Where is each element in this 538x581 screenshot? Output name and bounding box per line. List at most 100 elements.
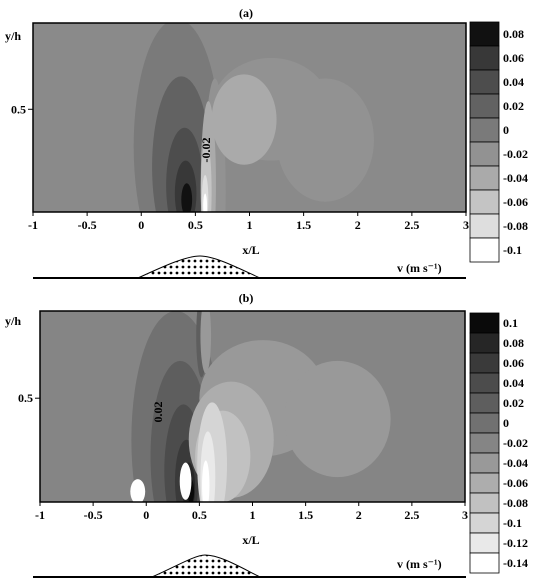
panel-b-x-tick-label: 1.5 bbox=[298, 508, 313, 522]
panel-b-colorbar-swatch bbox=[469, 492, 500, 514]
panel-a-x-tick-label: 0 bbox=[138, 218, 144, 232]
panel-b-x-tick-label: 2 bbox=[356, 508, 362, 522]
panel-b-colorbar-label: -0.08 bbox=[503, 496, 528, 510]
panel-b-colorbar-label: -0.02 bbox=[503, 436, 528, 450]
panel-a-x-tick-label: -1 bbox=[28, 218, 38, 232]
panel-b-colorbar-label: -0.04 bbox=[503, 456, 528, 470]
panel-a-y-tick-label: 0.5 bbox=[11, 102, 26, 116]
panel-a-colorbar-swatch bbox=[469, 189, 500, 215]
panel-b-colorbar-swatch bbox=[469, 312, 500, 334]
panel-a-colorbar-swatch bbox=[469, 141, 500, 167]
panel-a-colorbar-label: -0.1 bbox=[503, 243, 522, 257]
panel-b-x-tick-label: 2.5 bbox=[404, 508, 419, 522]
panel-a-contour-label: -0.02 bbox=[199, 138, 213, 163]
panel-b-colorbar-label: 0.06 bbox=[503, 356, 524, 370]
panel-a-colorbar-swatch bbox=[469, 117, 500, 143]
panel-b-plot-area bbox=[39, 310, 466, 503]
panel-a-hill-shape bbox=[137, 255, 261, 279]
panel-a-colorbar-label: 0.06 bbox=[503, 51, 524, 65]
panel-a-colorbar-swatch bbox=[469, 21, 500, 47]
panel-b-hill bbox=[33, 554, 466, 578]
panel-a-colorbar-swatch bbox=[469, 213, 500, 239]
panel-a-colorbar-label: 0.08 bbox=[503, 27, 524, 41]
panel-b-contour-region bbox=[200, 311, 212, 374]
panel-a-x-tick-label: 0.5 bbox=[188, 218, 203, 232]
panel-b-colorbar-label: 0.04 bbox=[503, 376, 524, 390]
panel-b-colorbar-label: -0.14 bbox=[503, 556, 528, 570]
panel-b-contour-label: 0.02 bbox=[151, 402, 165, 423]
panel-b-colorbar-label: 0.02 bbox=[503, 396, 524, 410]
panel-b-colorbar-swatch bbox=[469, 432, 500, 454]
panel-a-colorbar-label: -0.04 bbox=[503, 171, 528, 185]
panel-b-contour-region bbox=[179, 462, 192, 500]
panel-a-colorbar-swatch bbox=[469, 165, 500, 191]
panel-b-colorbar-label: 0.1 bbox=[503, 316, 518, 330]
panel-b-colorbar-swatch bbox=[469, 412, 500, 434]
panel-b-contour-fields bbox=[130, 311, 391, 502]
panel-a-x-tick-label: 3 bbox=[463, 218, 469, 232]
panel-a-colorbar: 0.08 0.06 0.04 0.02 0 -0.02 -0.04 -0.06 -0.08 -0.… bbox=[469, 21, 528, 263]
panel-b-colorbar-label: -0.12 bbox=[503, 536, 528, 550]
panel-a-colorbar-label: 0 bbox=[503, 123, 509, 137]
panel-a-contour-fields bbox=[133, 23, 374, 212]
panel-b-colorbar-label: 0 bbox=[503, 416, 509, 430]
panel-a-ticks: -1 -0.5 0 0.5 1 1.5 2 2.5 3 0.5 bbox=[11, 102, 469, 232]
panel-a-colorbar-title: v (m s⁻¹) bbox=[397, 261, 442, 275]
panel-a-colorbar-label: -0.02 bbox=[503, 147, 528, 161]
panel-a-contour-region bbox=[211, 74, 277, 165]
panel-b-x-tick-label: -1 bbox=[35, 508, 45, 522]
panel-b-colorbar-swatch bbox=[469, 372, 500, 394]
panel-b-y-tick-label: 0.5 bbox=[18, 391, 33, 405]
panel-b-hill-shape bbox=[151, 554, 261, 578]
panel-a: (a) y/h -1 -0.5 0 0.5 1 1.5 2 2.5 3 0.5 x/L -0.02… bbox=[5, 6, 528, 279]
panel-a-contour-region bbox=[276, 78, 374, 202]
panel-b-x-tick-label: 0 bbox=[143, 508, 149, 522]
panel-a-x-tick-label: 1 bbox=[247, 218, 253, 232]
panel-a-colorbar-label: 0.02 bbox=[503, 99, 524, 113]
panel-a-colorbar-swatch bbox=[469, 93, 500, 119]
panel-b-colorbar-label: -0.1 bbox=[503, 516, 522, 530]
panel-b-x-tick-label: 0.5 bbox=[192, 508, 207, 522]
panel-a-contour-region bbox=[203, 193, 208, 212]
panel-b-ticks: -1 -0.5 0 0.5 1 1.5 2 2.5 3 0.5 bbox=[18, 391, 468, 522]
panel-b-colorbar-title: v (m s⁻¹) bbox=[397, 557, 442, 571]
panel-b-y-label: y/h bbox=[5, 314, 21, 328]
panel-a-plot-area bbox=[32, 22, 467, 213]
panel-b-contour-region bbox=[130, 479, 146, 502]
panel-b-label: (b) bbox=[239, 291, 254, 305]
panel-a-colorbar-label: 0.04 bbox=[503, 75, 524, 89]
panel-a-hill bbox=[33, 255, 466, 279]
panel-b-x-tick-label: -0.5 bbox=[84, 508, 103, 522]
panel-a-contour-region bbox=[181, 183, 193, 212]
panel-a-x-tick-label: -0.5 bbox=[78, 218, 97, 232]
panel-a-colorbar-swatch bbox=[469, 237, 500, 263]
panel-b-colorbar-swatch bbox=[469, 452, 500, 474]
panel-a-colorbar-label: -0.06 bbox=[503, 195, 528, 209]
panel-b: (b) y/h -1 -0.5 0 0.5 1 1.5 2 2.5 30.5 x/L 0.02 … bbox=[5, 291, 528, 578]
panel-b-contour-region bbox=[284, 360, 391, 478]
panel-b-colorbar-swatch bbox=[469, 472, 500, 494]
panel-b-x-label: x/L bbox=[242, 533, 259, 547]
panel-b-colorbar-swatch bbox=[469, 512, 500, 534]
panel-b-colorbar-swatch bbox=[469, 552, 500, 574]
panel-a-y-label: y/h bbox=[5, 29, 21, 43]
panel-a-colorbar-swatch bbox=[469, 45, 500, 71]
panel-a-colorbar-label: -0.08 bbox=[503, 219, 528, 233]
panel-a-colorbar-swatch bbox=[469, 69, 500, 95]
panel-a-x-tick-label: 1.5 bbox=[296, 218, 311, 232]
panel-b-colorbar: 0.1 0.08 0.06 0.04 0.02 0 -0.02 -0.04 -0.06 -0.08… bbox=[469, 312, 528, 574]
panel-a-x-tick-label: 2.5 bbox=[404, 218, 419, 232]
panel-b-colorbar-swatch bbox=[469, 392, 500, 414]
panel-b-colorbar-swatch bbox=[469, 532, 500, 554]
panel-b-x-tick-label: 3 bbox=[462, 508, 468, 522]
panel-a-x-tick-label: 2 bbox=[355, 218, 361, 232]
panel-b-contour-region bbox=[202, 460, 210, 502]
panel-a-label: (a) bbox=[239, 6, 253, 20]
panel-a-x-label: x/L bbox=[242, 243, 259, 257]
panel-b-colorbar-swatch bbox=[469, 352, 500, 374]
panel-b-colorbar-label: -0.06 bbox=[503, 476, 528, 490]
panel-b-colorbar-label: 0.08 bbox=[503, 336, 524, 350]
panel-b-colorbar-swatch bbox=[469, 332, 500, 354]
panel-b-x-tick-label: 1 bbox=[250, 508, 256, 522]
